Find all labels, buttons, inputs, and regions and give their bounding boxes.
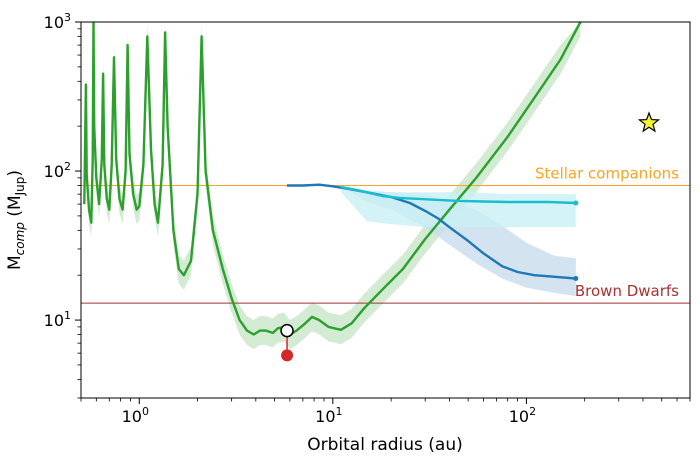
y-axis-ticks: 101 102 103 xyxy=(44,11,81,399)
x-axis-label: Orbital radius (au) xyxy=(307,435,463,455)
reference-lines xyxy=(81,184,690,304)
markers xyxy=(280,111,661,362)
y-tick-label: 102 xyxy=(44,160,71,181)
reference-labels: Stellar companions Brown Dwarfs xyxy=(535,164,679,300)
line-contrast-curve-2 xyxy=(340,185,576,205)
x-tick-label: 102 xyxy=(509,405,536,426)
endpoint-contrast-curve-1 xyxy=(573,276,579,282)
endpoint-contrast-curve-2 xyxy=(573,200,579,206)
y-tick-label: 101 xyxy=(44,309,71,330)
reference-label-1: Brown Dwarfs xyxy=(575,282,679,300)
y-tick-label: 103 xyxy=(44,11,71,32)
plot-frame xyxy=(80,21,691,399)
x-tick-label: 100 xyxy=(122,405,149,426)
series-lines xyxy=(83,22,582,336)
x-tick-label: 101 xyxy=(315,405,342,426)
detection-open-marker xyxy=(280,323,294,338)
line-contrast-curve-1 xyxy=(287,183,576,280)
reference-label-0: Stellar companions xyxy=(535,164,679,182)
detection-filled-marker xyxy=(281,349,294,362)
y-axis-label: Mcomp (MJup) xyxy=(5,170,27,270)
line-detection-limit xyxy=(83,22,582,336)
star-icon xyxy=(637,111,661,133)
x-axis-ticks: 100 101 102 xyxy=(80,398,691,426)
